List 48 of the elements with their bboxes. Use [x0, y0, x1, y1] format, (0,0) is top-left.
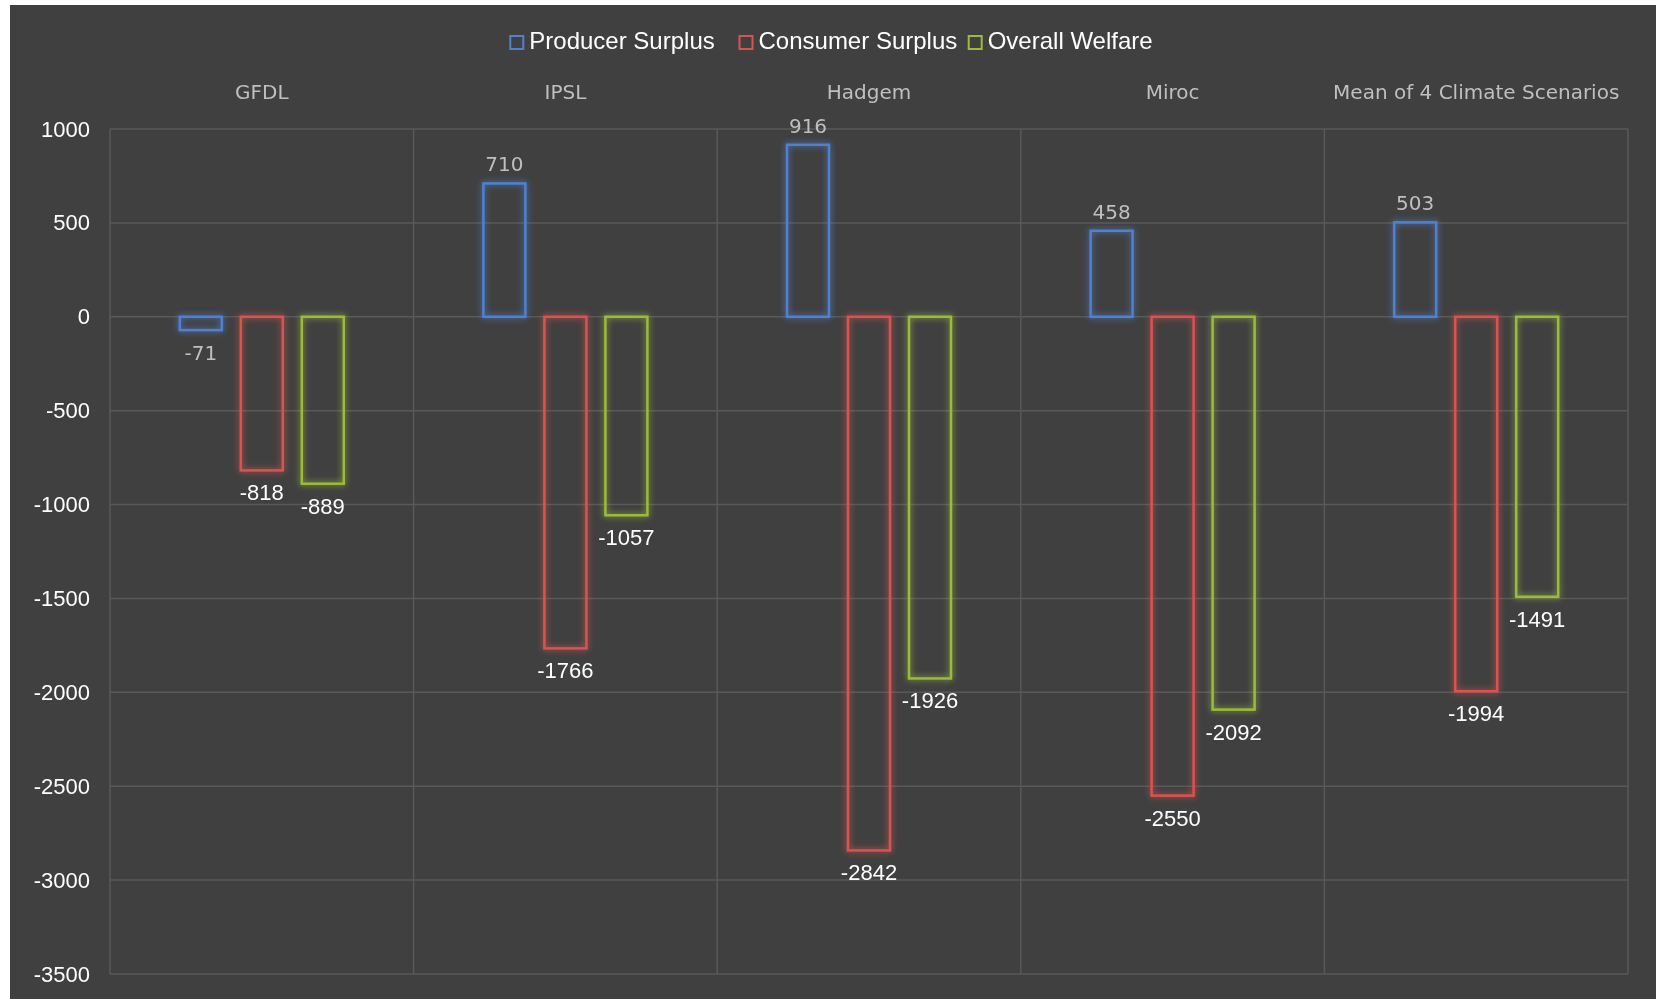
data-label: -1994	[1448, 701, 1505, 727]
data-label: -2092	[1205, 719, 1262, 745]
y-tick-label: 1000	[41, 116, 90, 142]
bar	[1453, 315, 1499, 693]
bar	[482, 182, 527, 319]
legend-label: Consumer Surplus	[758, 27, 958, 54]
x-tick-label: IPSL	[544, 80, 588, 104]
bar	[543, 315, 588, 650]
y-tick-label: -2000	[33, 679, 90, 705]
data-label: -1057	[598, 525, 655, 551]
legend-label: Producer Surplus	[529, 27, 715, 54]
data-label: -2550	[1144, 805, 1201, 831]
bar	[1392, 221, 1438, 319]
data-label: 710	[485, 152, 524, 177]
data-label: 503	[1396, 191, 1435, 216]
x-tick-label: Hadgem	[826, 80, 912, 104]
data-label: 916	[788, 113, 828, 138]
data-label: -71	[184, 341, 218, 366]
data-label: -2842	[840, 860, 898, 886]
data-label: -1766	[537, 658, 594, 684]
bar	[239, 315, 285, 472]
bar	[785, 143, 831, 319]
legend-label: Overall Welfare	[987, 27, 1153, 54]
bar	[907, 315, 953, 680]
y-tick-label: 0	[77, 304, 90, 330]
y-tick-label: -3000	[33, 867, 90, 893]
x-tick-label: GFDL	[235, 80, 290, 104]
data-label: 458	[1092, 199, 1131, 224]
bar	[300, 315, 346, 485]
y-tick-label: -1500	[33, 585, 90, 611]
bar	[1150, 315, 1195, 797]
y-tick-label: -2500	[33, 773, 90, 799]
x-tick-label: Mean of 4 Climate Scenarios	[1333, 80, 1620, 104]
bar	[846, 315, 892, 852]
bar	[178, 315, 224, 332]
bar	[1514, 315, 1560, 599]
data-label: -1926	[901, 688, 959, 714]
bar	[604, 315, 649, 517]
y-tick-label: -1000	[33, 492, 90, 518]
x-tick-label: Miroc	[1145, 80, 1200, 104]
y-tick-label: 500	[53, 210, 90, 236]
y-tick-label: -500	[45, 398, 90, 424]
bar	[1089, 229, 1134, 319]
data-label: -1491	[1509, 606, 1566, 632]
data-label: -889	[300, 493, 345, 519]
data-label: -818	[239, 480, 284, 506]
bar	[1211, 315, 1256, 711]
y-tick-label: -3500	[33, 961, 90, 987]
